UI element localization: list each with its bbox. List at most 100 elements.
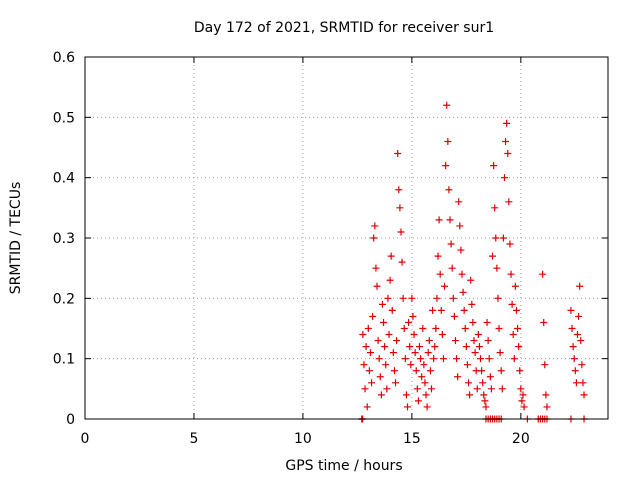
data-point bbox=[454, 373, 462, 381]
data-point bbox=[448, 264, 456, 272]
data-point bbox=[486, 373, 494, 381]
data-point bbox=[359, 331, 367, 339]
data-point bbox=[385, 331, 393, 339]
data-point bbox=[481, 397, 489, 405]
data-point bbox=[458, 270, 466, 278]
data-point bbox=[402, 391, 410, 399]
data-point bbox=[406, 343, 414, 351]
x-tick-label: 10 bbox=[294, 431, 312, 447]
data-point bbox=[465, 379, 473, 387]
x-tick-label: 15 bbox=[403, 431, 421, 447]
data-point bbox=[408, 294, 416, 302]
data-point bbox=[511, 282, 519, 290]
data-point bbox=[435, 216, 443, 224]
data-point bbox=[459, 288, 467, 296]
data-point bbox=[482, 403, 490, 411]
data-point bbox=[416, 343, 424, 351]
plot-frame bbox=[84, 56, 609, 420]
data-point bbox=[363, 403, 371, 411]
data-point bbox=[426, 367, 434, 375]
data-point bbox=[469, 318, 477, 326]
data-point bbox=[460, 306, 468, 314]
data-point bbox=[503, 119, 511, 127]
data-point bbox=[434, 252, 442, 260]
data-point bbox=[470, 337, 478, 345]
data-point bbox=[540, 318, 548, 326]
data-point bbox=[483, 318, 491, 326]
data-point bbox=[567, 306, 575, 314]
data-point bbox=[504, 150, 512, 158]
data-point bbox=[502, 137, 510, 145]
data-point bbox=[424, 349, 432, 357]
data-point bbox=[396, 204, 404, 212]
data-point bbox=[361, 385, 369, 393]
data-point bbox=[369, 312, 377, 320]
data-point bbox=[384, 294, 392, 302]
data-point bbox=[510, 355, 518, 363]
data-point bbox=[372, 264, 380, 272]
data-points bbox=[358, 101, 588, 423]
data-point bbox=[445, 186, 453, 194]
data-point bbox=[417, 355, 425, 363]
data-point bbox=[368, 379, 376, 387]
data-point bbox=[444, 137, 452, 145]
y-tick-label: 0.2 bbox=[53, 291, 75, 307]
data-point bbox=[455, 198, 463, 206]
data-point bbox=[419, 325, 427, 332]
data-point bbox=[474, 331, 482, 339]
data-point bbox=[572, 379, 580, 387]
data-point bbox=[543, 403, 551, 411]
data-point bbox=[438, 331, 446, 339]
data-point bbox=[436, 270, 444, 278]
data-point bbox=[580, 391, 588, 399]
data-point bbox=[467, 276, 475, 284]
data-point bbox=[576, 282, 584, 290]
y-axis-label: SRMTID / TECUs bbox=[8, 182, 24, 295]
data-point bbox=[387, 252, 395, 260]
data-point bbox=[449, 294, 457, 302]
data-point bbox=[463, 361, 471, 369]
chart-title: Day 172 of 2021, SRMTID for receiver sur… bbox=[194, 20, 494, 36]
data-point bbox=[362, 343, 370, 351]
data-point bbox=[373, 282, 381, 290]
data-point bbox=[418, 373, 426, 381]
data-point bbox=[516, 367, 524, 375]
data-point bbox=[468, 300, 476, 308]
x-tick-label: 5 bbox=[189, 431, 198, 447]
data-point bbox=[427, 385, 435, 393]
x-tick-label: 20 bbox=[512, 431, 530, 447]
data-point bbox=[520, 403, 528, 411]
data-point bbox=[360, 361, 368, 369]
data-point bbox=[405, 318, 413, 326]
data-point bbox=[407, 361, 415, 369]
data-point bbox=[461, 325, 469, 332]
data-point bbox=[573, 331, 581, 339]
y-tick-label: 0.6 bbox=[53, 50, 75, 66]
data-point bbox=[374, 337, 382, 345]
data-point bbox=[376, 373, 384, 381]
data-point bbox=[389, 349, 397, 357]
data-point bbox=[498, 385, 506, 393]
data-point bbox=[519, 391, 527, 399]
data-point bbox=[401, 355, 409, 363]
y-tick-label: 0.5 bbox=[53, 110, 75, 126]
data-point bbox=[399, 294, 407, 302]
data-point bbox=[410, 331, 418, 339]
data-point bbox=[495, 325, 503, 332]
data-point bbox=[569, 343, 577, 351]
data-point bbox=[420, 361, 428, 369]
data-point bbox=[477, 355, 485, 363]
data-point bbox=[370, 234, 378, 242]
data-point bbox=[432, 325, 440, 332]
data-point bbox=[571, 367, 579, 375]
data-point bbox=[388, 306, 396, 314]
data-point bbox=[509, 331, 517, 339]
data-point bbox=[505, 198, 513, 206]
data-point bbox=[575, 312, 583, 320]
data-point bbox=[542, 391, 550, 399]
data-point bbox=[390, 367, 398, 375]
data-point bbox=[479, 379, 487, 387]
data-point bbox=[518, 397, 526, 405]
data-point bbox=[378, 300, 386, 308]
